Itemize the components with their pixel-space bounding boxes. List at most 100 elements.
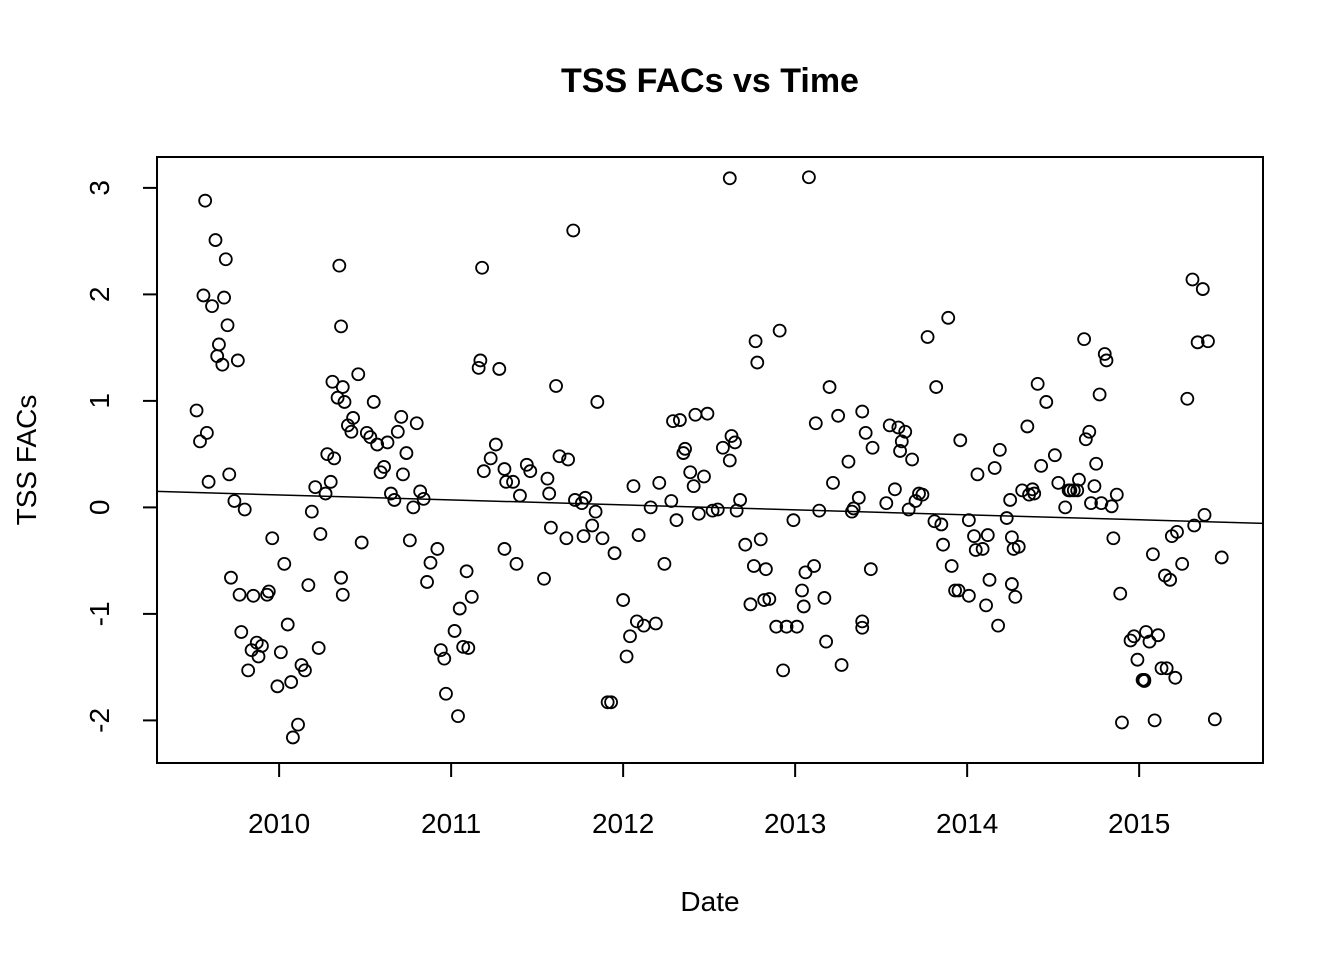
data-point — [1047, 448, 1062, 463]
data-point — [1003, 493, 1018, 507]
data-point — [1030, 376, 1045, 391]
data-point — [733, 493, 748, 507]
data-point — [1092, 387, 1107, 402]
data-point — [908, 494, 923, 508]
data-point — [447, 624, 462, 638]
data-point — [834, 658, 849, 672]
data-point — [334, 570, 348, 585]
data-point — [772, 323, 787, 338]
data-point — [1180, 391, 1195, 406]
data-point — [855, 620, 870, 635]
data-point — [779, 619, 794, 634]
data-point — [1137, 674, 1152, 688]
data-point — [590, 395, 605, 409]
data-point — [776, 663, 791, 678]
data-point — [1087, 479, 1102, 493]
data-point — [600, 695, 615, 710]
data-point — [979, 598, 993, 613]
data-point — [284, 675, 299, 689]
data-point — [561, 452, 575, 467]
data-point — [999, 511, 1014, 525]
data-point — [332, 258, 347, 273]
data-point — [461, 641, 476, 655]
data-point — [318, 486, 333, 501]
data-point — [464, 589, 479, 604]
data-point — [1123, 633, 1138, 648]
data-point — [359, 425, 374, 440]
data-point — [683, 465, 698, 480]
data-point — [399, 446, 414, 460]
y-axis-label: TSS FACs — [11, 395, 42, 526]
data-point — [483, 451, 498, 466]
data-point — [1130, 652, 1145, 667]
data-point — [604, 695, 618, 710]
data-point — [855, 404, 870, 419]
data-point — [629, 614, 644, 629]
data-point — [559, 531, 574, 546]
data-point — [215, 357, 230, 372]
data-point — [722, 453, 737, 468]
data-point — [277, 556, 292, 571]
y-tick-label: 2 — [84, 287, 115, 303]
data-point — [198, 193, 213, 208]
data-point — [846, 501, 861, 516]
data-point — [308, 480, 323, 495]
data-point — [748, 334, 763, 349]
data-point — [769, 619, 784, 634]
data-point — [905, 452, 920, 467]
data-point — [208, 233, 223, 247]
data-point — [1190, 335, 1205, 350]
data-point — [409, 416, 424, 431]
data-point — [616, 593, 631, 607]
data-point — [992, 442, 1007, 457]
data-point — [664, 494, 679, 508]
data-point — [366, 395, 381, 409]
data-point — [506, 474, 520, 489]
data-point — [710, 502, 725, 517]
y-tick-label: -2 — [84, 708, 115, 733]
data-point — [588, 504, 603, 519]
data-point — [953, 433, 968, 448]
data-point — [607, 546, 622, 561]
data-point — [1187, 518, 1202, 533]
data-point — [549, 379, 563, 393]
data-point — [370, 437, 385, 452]
data-point — [982, 572, 997, 587]
data-point — [199, 425, 214, 440]
data-point — [234, 625, 249, 639]
data-point — [237, 502, 252, 517]
y-tick-label: -1 — [84, 601, 115, 626]
data-point — [819, 634, 834, 649]
data-point — [220, 318, 235, 333]
data-point — [459, 564, 474, 579]
data-point — [1104, 499, 1119, 514]
data-point — [291, 717, 305, 732]
data-point — [335, 587, 350, 602]
data-point — [451, 709, 465, 724]
data-point — [802, 170, 816, 185]
data-point — [568, 493, 582, 507]
data-point — [807, 559, 821, 573]
data-point — [934, 517, 949, 532]
data-points — [189, 170, 1229, 745]
data-point — [1099, 353, 1114, 368]
data-point — [437, 651, 452, 666]
data-point — [1159, 661, 1174, 676]
data-point — [1058, 500, 1073, 515]
data-point — [552, 449, 567, 464]
data-point — [327, 451, 342, 466]
data-point — [898, 424, 913, 439]
chart-title: TSS FACs vs Time — [561, 62, 859, 100]
data-point — [1008, 589, 1023, 604]
data-point — [666, 414, 680, 429]
data-point — [1146, 547, 1160, 562]
data-point — [786, 513, 801, 528]
data-point — [915, 487, 930, 502]
data-point — [509, 556, 524, 571]
x-tick-label: 2010 — [248, 808, 310, 839]
data-point — [1115, 715, 1129, 730]
data-point — [420, 575, 434, 589]
data-point — [672, 413, 687, 427]
data-point — [1051, 475, 1066, 490]
data-point — [927, 514, 942, 529]
